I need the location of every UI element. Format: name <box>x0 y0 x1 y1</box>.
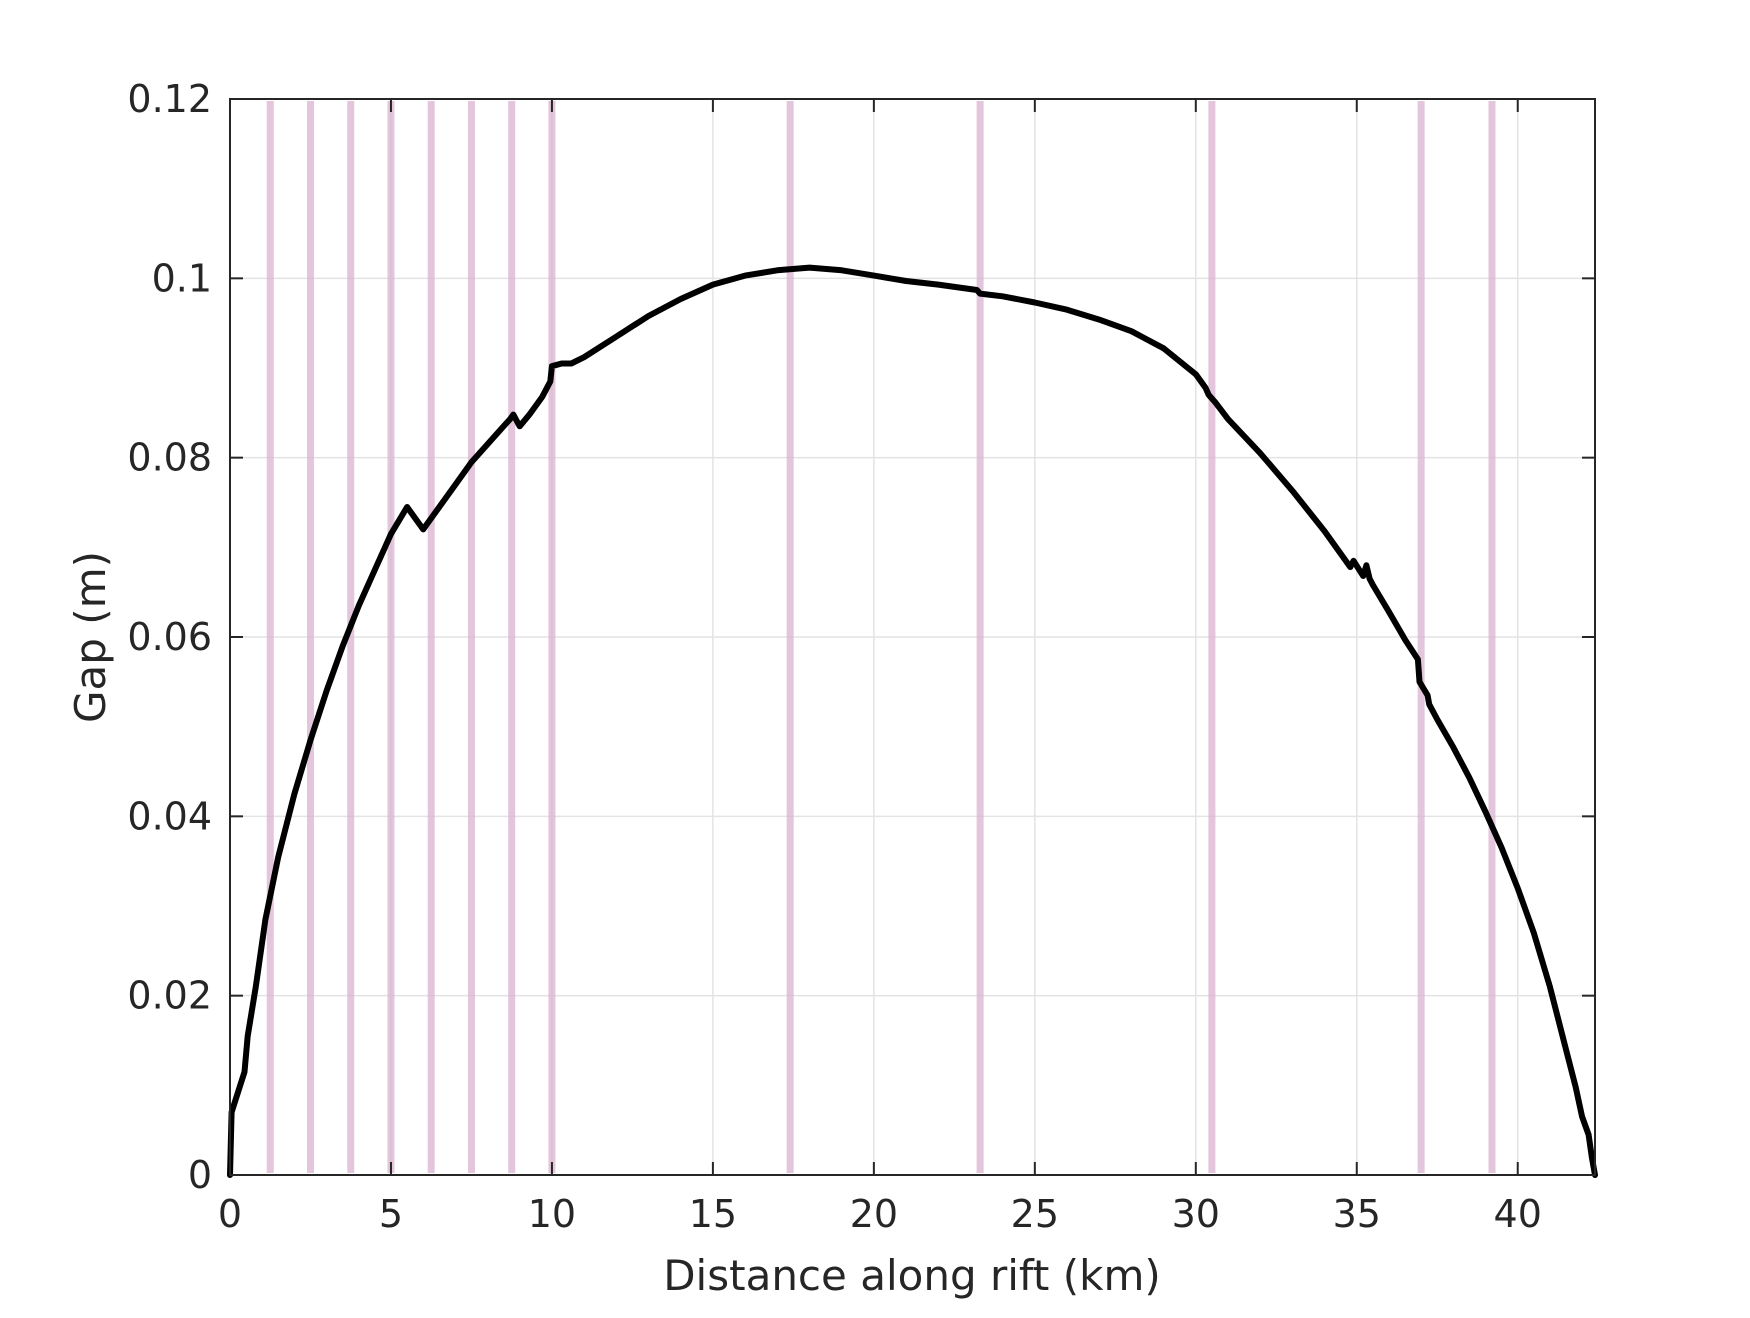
vertical-markers <box>266 101 1496 1173</box>
y-tick-label: 0.1 <box>152 256 212 300</box>
x-tick-label: 20 <box>850 1192 898 1236</box>
x-tick-label: 10 <box>528 1192 576 1236</box>
x-tick-label: 25 <box>1011 1192 1059 1236</box>
axis-ticks: 0 5 10 15 20 25 30 35 40 0 0.02 0.04 0.06 0.08 0.1 0.12 <box>127 77 1595 1236</box>
y-tick-label: 0 <box>188 1153 212 1197</box>
y-tick-label: 0.12 <box>127 77 212 121</box>
y-tick-label: 0.06 <box>127 615 212 659</box>
y-tick-label: 0.04 <box>127 794 212 838</box>
x-tick-label: 0 <box>218 1192 242 1236</box>
x-tick-label: 35 <box>1333 1192 1381 1236</box>
y-axis-label: Gap (m) <box>66 551 115 723</box>
x-tick-label: 5 <box>379 1192 403 1236</box>
x-axis-label: Distance along rift (km) <box>663 1251 1161 1300</box>
series-line <box>227 264 1598 1178</box>
x-tick-label: 15 <box>689 1192 737 1236</box>
y-tick-label: 0.08 <box>127 436 212 480</box>
series-lines <box>227 264 1598 1178</box>
y-tick-label: 0.02 <box>127 974 212 1018</box>
x-tick-label: 40 <box>1494 1192 1542 1236</box>
x-tick-label: 30 <box>1172 1192 1220 1236</box>
